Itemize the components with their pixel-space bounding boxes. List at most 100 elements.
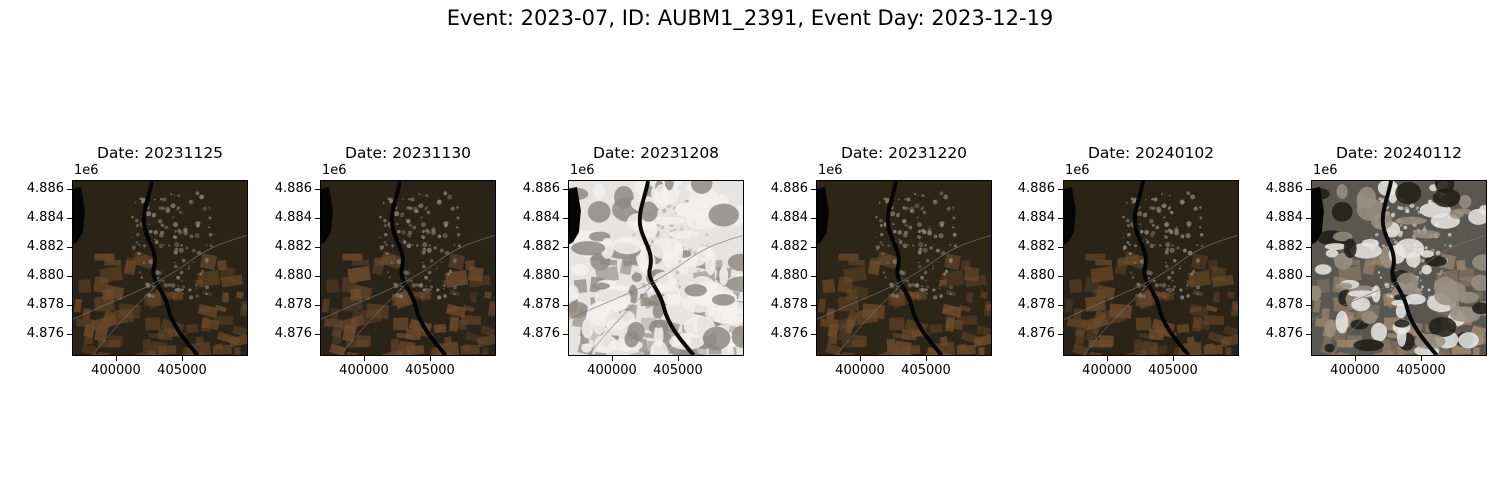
y-tick-label: 4.882: [1017, 239, 1055, 254]
y-tick-mark: [1058, 276, 1063, 277]
y-tick-label: 4.876: [26, 326, 64, 341]
y-axis-offset-label: 1e6: [1313, 163, 1338, 178]
y-tick-mark: [563, 247, 568, 248]
y-tick-mark: [1058, 334, 1063, 335]
image-panel: Date: 20240102 1e6 4.886 4.884 4.882 4.880 4.8…: [1018, 140, 1323, 400]
y-tick-mark: [811, 189, 816, 190]
x-tick-mark: [364, 356, 365, 361]
y-tick-mark: [563, 334, 568, 335]
y-tick-label: 4.878: [522, 297, 560, 312]
y-tick-mark: [1306, 189, 1311, 190]
x-tick-mark: [1173, 356, 1174, 361]
x-tick-mark: [182, 356, 183, 361]
y-tick-mark: [563, 218, 568, 219]
y-tick-mark: [1058, 218, 1063, 219]
image-panel: Date: 20231208 1e6 4.886 4.884 4.882 4.880 4.8…: [523, 140, 828, 400]
y-tick-mark: [563, 189, 568, 190]
satellite-image: [568, 180, 744, 356]
x-tick-mark: [612, 356, 613, 361]
image-panel: Date: 20231220 1e6 4.886 4.884 4.882 4.880 4.8…: [771, 140, 1076, 400]
y-axis-offset-label: 1e6: [1065, 163, 1090, 178]
panel-title: Date: 20231130: [344, 144, 472, 162]
panel-title: Date: 20240102: [1087, 144, 1215, 162]
y-tick-mark: [811, 276, 816, 277]
panel-title: Date: 20231208: [592, 144, 720, 162]
y-tick-label: 4.878: [1017, 297, 1055, 312]
y-tick-mark: [563, 276, 568, 277]
x-tick-label: 405000: [405, 363, 455, 378]
y-tick-label: 4.876: [770, 326, 808, 341]
y-tick-mark: [67, 334, 72, 335]
y-tick-label: 4.878: [274, 297, 312, 312]
y-tick-label: 4.882: [26, 239, 64, 254]
y-tick-label: 4.884: [1265, 210, 1303, 225]
y-tick-mark: [315, 189, 320, 190]
y-tick-mark: [67, 305, 72, 306]
y-tick-label: 4.884: [26, 210, 64, 225]
panel-title: Date: 20231125: [96, 144, 224, 162]
y-tick-label: 4.886: [1265, 181, 1303, 196]
y-tick-mark: [1306, 305, 1311, 306]
y-tick-mark: [315, 218, 320, 219]
y-tick-label: 4.882: [770, 239, 808, 254]
y-tick-mark: [811, 305, 816, 306]
y-tick-label: 4.882: [522, 239, 560, 254]
y-tick-label: 4.876: [1017, 326, 1055, 341]
x-tick-label: 400000: [587, 363, 637, 378]
x-tick-mark: [116, 356, 117, 361]
x-tick-mark: [678, 356, 679, 361]
x-tick-label: 400000: [1082, 363, 1132, 378]
satellite-image: [1063, 180, 1239, 356]
y-tick-label: 4.886: [26, 181, 64, 196]
y-tick-label: 4.880: [1017, 268, 1055, 283]
x-tick-label: 405000: [901, 363, 951, 378]
y-tick-mark: [563, 305, 568, 306]
y-tick-mark: [315, 276, 320, 277]
x-tick-label: 405000: [1396, 363, 1446, 378]
y-tick-label: 4.878: [770, 297, 808, 312]
x-tick-mark: [926, 356, 927, 361]
x-tick-mark: [860, 356, 861, 361]
x-tick-mark: [1355, 356, 1356, 361]
y-tick-mark: [315, 334, 320, 335]
y-tick-label: 4.876: [522, 326, 560, 341]
image-panel: Date: 20231130 1e6 4.886 4.884 4.882 4.880 4.8…: [275, 140, 580, 400]
y-tick-mark: [1306, 218, 1311, 219]
y-tick-label: 4.878: [26, 297, 64, 312]
y-tick-mark: [67, 218, 72, 219]
y-tick-mark: [811, 334, 816, 335]
y-tick-label: 4.880: [26, 268, 64, 283]
y-tick-mark: [315, 305, 320, 306]
y-tick-mark: [811, 218, 816, 219]
figure-title: Event: 2023-07, ID: AUBM1_2391, Event Da…: [446, 6, 1054, 30]
y-tick-label: 4.880: [274, 268, 312, 283]
y-tick-label: 4.886: [274, 181, 312, 196]
y-tick-label: 4.880: [770, 268, 808, 283]
y-axis-offset-label: 1e6: [322, 163, 347, 178]
y-tick-label: 4.884: [522, 210, 560, 225]
y-tick-label: 4.878: [1265, 297, 1303, 312]
panel-title: Date: 20240112: [1335, 144, 1463, 162]
x-tick-label: 405000: [1148, 363, 1198, 378]
x-tick-label: 400000: [1330, 363, 1380, 378]
y-tick-mark: [1058, 305, 1063, 306]
y-tick-mark: [811, 247, 816, 248]
x-tick-label: 405000: [157, 363, 207, 378]
x-tick-mark: [1421, 356, 1422, 361]
x-tick-label: 400000: [339, 363, 389, 378]
y-tick-mark: [67, 189, 72, 190]
y-tick-label: 4.882: [274, 239, 312, 254]
y-tick-label: 4.884: [274, 210, 312, 225]
y-tick-label: 4.880: [1265, 268, 1303, 283]
y-tick-mark: [1058, 247, 1063, 248]
y-tick-mark: [1306, 276, 1311, 277]
y-tick-mark: [315, 247, 320, 248]
satellite-image: [72, 180, 248, 356]
y-tick-mark: [67, 276, 72, 277]
y-tick-label: 4.886: [522, 181, 560, 196]
x-tick-label: 405000: [653, 363, 703, 378]
x-tick-mark: [1107, 356, 1108, 361]
image-panel: Date: 20240112 1e6 4.886 4.884 4.882 4.880 4.8…: [1266, 140, 1500, 400]
y-tick-label: 4.884: [1017, 210, 1055, 225]
y-tick-label: 4.882: [1265, 239, 1303, 254]
